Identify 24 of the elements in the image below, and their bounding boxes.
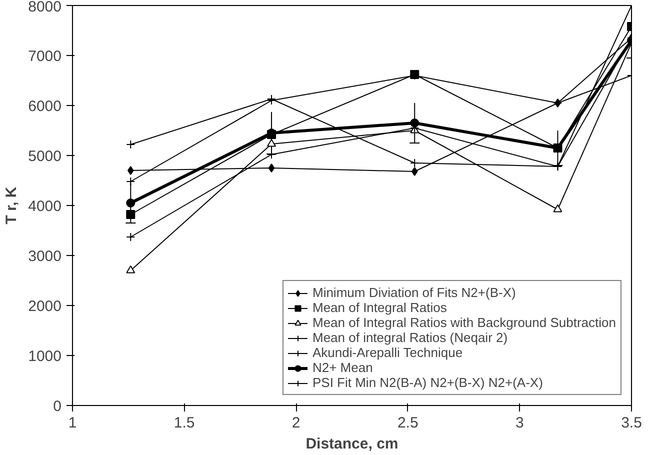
y-tick-label: 4000 [28,198,62,215]
y-tick-label: 5000 [28,148,62,165]
x-tick-label: 1 [68,414,77,432]
y-tick-label: 8000 [28,0,62,16]
legend-label: Mean of integral Ratios (Neqair 2) [312,330,508,345]
legend-label: Mean of Integral Ratios with Background Subtraction [312,315,616,330]
y-tick-label: 3000 [28,248,62,265]
x-tick-label: 2.5 [397,414,418,432]
x-tick-label: 3 [516,414,524,432]
x-tick-label: 2 [292,414,300,432]
legend-label: Minimum Diviation of Fits N2+(B-X) [312,285,516,300]
x-axis-title: Distance, cm [306,436,398,452]
y-tick-label: 7000 [28,48,62,65]
x-tick-label: 3.5 [621,414,642,432]
y-tick-label: 1000 [28,348,62,365]
legend-label: N2+ Mean [312,360,373,375]
legend-label: Mean of Integral Ratios [312,300,447,315]
y-axis-title: T r, K [3,186,20,224]
y-tick-label: 6000 [28,98,62,115]
legend-label: Akundi-Arepalli Technique [312,345,463,360]
legend-label: PSI Fit Min N2(B-A) N2+(B-X) N2+(A-X) [312,375,543,390]
x-tick-label: 1.5 [174,414,195,432]
y-tick-label: 2000 [28,298,62,315]
y-tick-label: 0 [53,398,62,415]
